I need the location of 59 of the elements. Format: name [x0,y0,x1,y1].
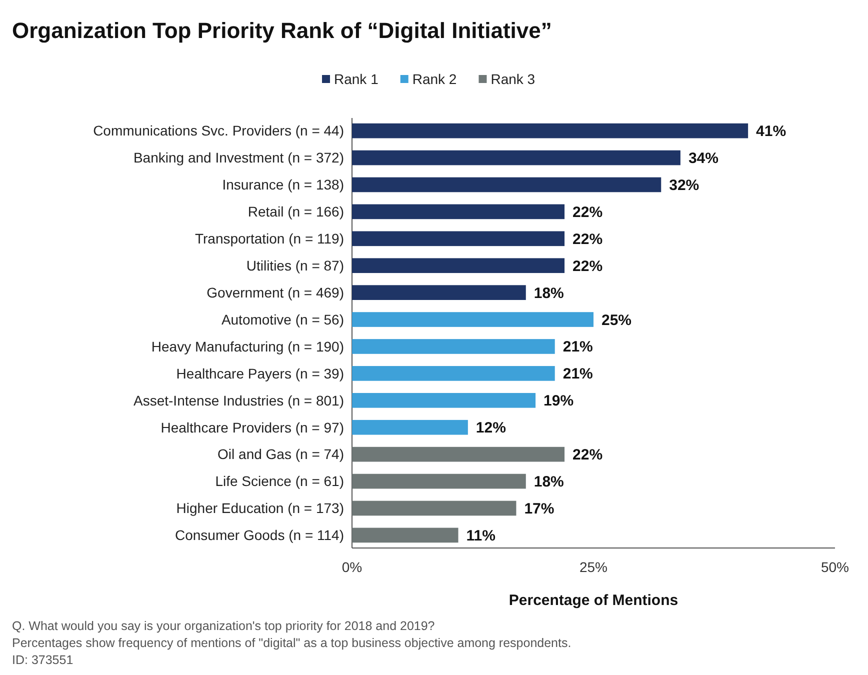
bar [352,231,565,246]
bar [352,204,565,220]
y-tick-label: Healthcare Providers (n = 97) [160,419,344,436]
y-tick-label: Automotive (n = 56) [221,311,344,328]
data-label: 22% [572,230,603,248]
y-tick-label: Asset-Intense Industries (n = 801) [134,392,344,408]
data-label: 19% [544,392,574,410]
data-label: 32% [669,176,700,194]
data-label: 17% [524,500,554,518]
bar [352,500,516,516]
y-tick-label: Higher Education (n = 173) [176,500,344,516]
y-tick-label: Consumer Goods (n = 114) [175,527,344,544]
bar [352,339,555,354]
bar [352,392,536,408]
data-label: 18% [534,474,564,491]
data-label: 22% [572,258,603,275]
x-tick-label: 50% [820,558,850,575]
data-label: 21% [562,366,593,383]
y-tick-label: Life Science (n = 61) [215,473,344,490]
y-tick-label: Government (n = 469) [206,284,344,300]
legend-label: Rank 2 [412,71,457,87]
legend-label: Rank 1 [334,71,379,87]
y-tick-label: Banking and Investment (n = 372) [133,150,344,166]
data-label: 25% [602,312,632,329]
bar [352,177,662,192]
data-label: 22% [572,446,603,464]
y-tick-label: Healthcare Payers (n = 39) [176,365,344,382]
bar [352,123,748,138]
y-tick-label: Utilities (n = 87) [246,258,344,274]
data-label: 41% [756,123,786,140]
bar [352,366,555,381]
text: Percentages show frequency of mentions of "digital" as a top business objective among respondents. [12,636,572,650]
bar [352,528,458,543]
bar [352,150,680,166]
legend-label: Rank 3 [490,71,536,87]
data-label: 12% [476,420,506,437]
x-tick-label: 0% [342,558,362,575]
y-tick-label: Oil and Gas (n = 74) [218,446,344,462]
y-tick-label: Communications Svc. Providers (n = 44) [93,122,344,139]
bar [352,474,526,489]
y-tick-label: Heavy Manufacturing (n = 190) [151,338,344,354]
text: ID: 373551 [12,653,74,667]
text: Q. What would you say is your organization's top priority for 2018 and 2019? [12,619,435,633]
chart-title: Organization Top Priority Rank of “Digital Initiative” [12,18,552,43]
x-tick-label: 25% [579,558,608,575]
bar [352,312,594,327]
y-tick-label: Transportation (n = 119) [194,230,344,247]
bar [352,285,526,300]
bar [352,420,468,435]
data-label: 34% [688,150,718,168]
y-tick-label: Retail (n = 166) [248,204,344,220]
bar [352,446,565,462]
data-label: 21% [562,338,593,356]
y-tick-label: Insurance (n = 138) [222,176,344,193]
data-label: 18% [534,284,564,302]
bar [352,258,565,274]
data-label: 11% [466,527,496,544]
x-axis-title: Percentage of Mentions [508,592,678,609]
data-label: 22% [572,204,603,221]
